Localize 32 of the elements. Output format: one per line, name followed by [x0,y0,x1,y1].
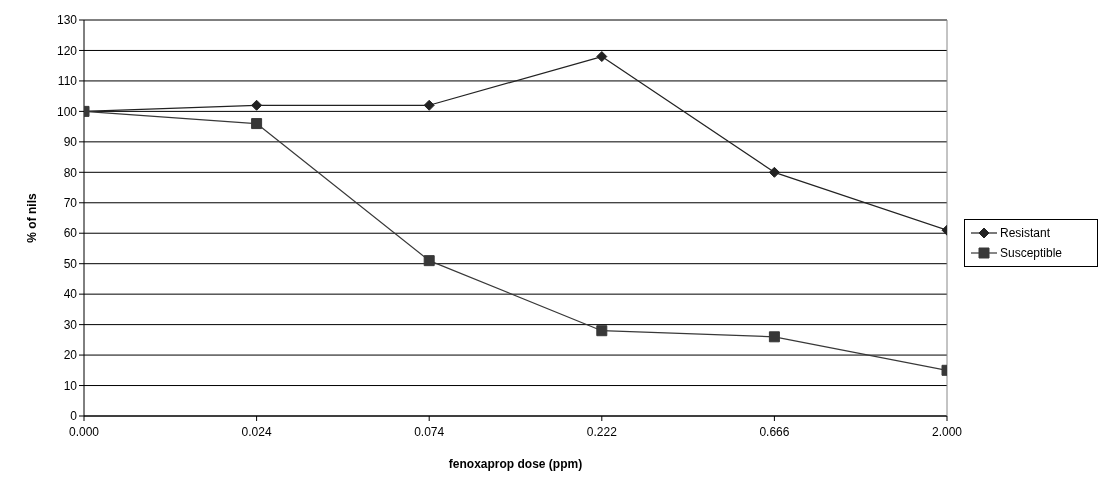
y-tick-label: 100 [56,104,78,119]
y-tick-label: 80 [63,165,78,180]
point [596,325,608,337]
y-tick-label: 120 [56,43,78,58]
x-tick-label: 0.666 [759,424,790,439]
x-axis-title: fenoxaprop dose (ppm) [448,457,583,471]
y-tick-label: 50 [63,256,78,271]
point [768,166,780,178]
y-tick-label: 60 [63,226,78,241]
legend-label: Susceptible [1000,246,1063,260]
y-axis-title: % of nils [25,193,40,243]
y-tick-label: 10 [63,378,78,393]
y-tick-label: 30 [63,317,78,332]
x-tick-label: 0.074 [414,424,445,439]
y-tick-label: 20 [63,348,78,363]
point [423,255,435,267]
y-tick-label: 70 [63,196,78,211]
point [251,99,263,111]
x-tick-label: 2.000 [931,424,963,439]
y-tick-label: 110 [57,74,78,89]
y-tick-label: 0 [70,409,78,424]
point [423,99,435,111]
x-tick-label: 0.222 [586,424,618,439]
y-tick-label: 130 [56,13,78,28]
x-tick-label: 0.024 [241,424,272,439]
y-tick-label: 90 [63,135,78,150]
point [768,331,780,343]
y-tick-label: 40 [63,287,78,302]
point [251,118,263,130]
x-tick-label: 0.000 [68,424,100,439]
point [596,51,608,63]
legend-label: Resistant [1000,226,1051,240]
